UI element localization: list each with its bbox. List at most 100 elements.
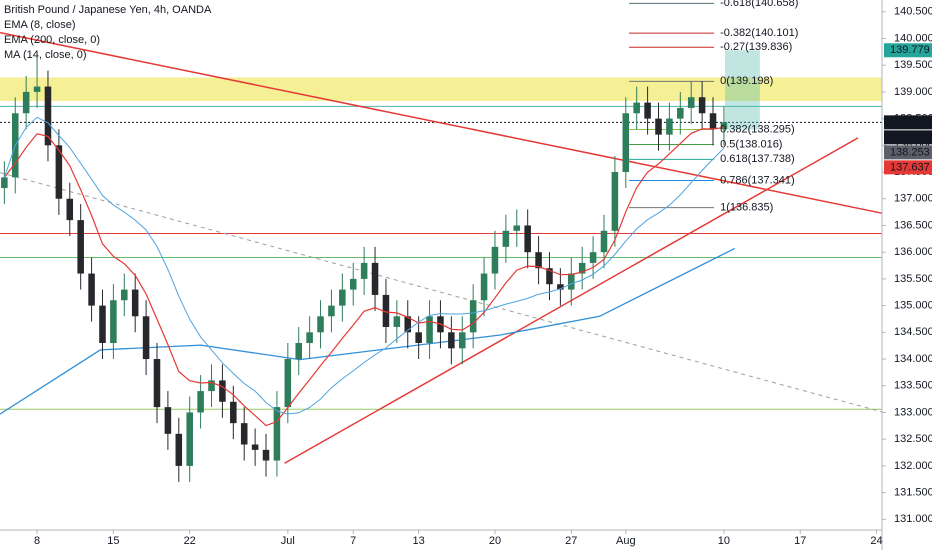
indicator-label: MA (14, close, 0): [4, 49, 87, 61]
candle-body: [513, 225, 521, 231]
x-tick-label: 27: [565, 535, 577, 547]
candle-body: [240, 423, 248, 445]
candle-body: [633, 102, 640, 114]
candle-body: [360, 262, 368, 279]
y-tick-label: 139.500: [894, 59, 932, 71]
fib-label: 0.786(137.341): [720, 174, 795, 186]
fib-label: 0.618(137.738): [720, 153, 795, 165]
candle-body: [382, 294, 390, 327]
x-tick-label: 13: [413, 535, 425, 547]
fib-label: 1(136.835): [720, 201, 773, 213]
price-badge-label: 01:43:28: [890, 131, 932, 143]
x-tick-label: 7: [350, 535, 356, 547]
x-tick-label: 24: [870, 535, 882, 547]
candle-body: [415, 332, 422, 344]
candle-body: [491, 246, 499, 274]
candle-body: [251, 444, 259, 450]
candle-body: [524, 225, 531, 253]
fib-label: 0.382(138.295): [720, 123, 795, 135]
candle-body: [458, 332, 466, 349]
candle-body: [284, 359, 292, 408]
ma-14-line: [3, 116, 725, 415]
y-tick-label: 134.000: [894, 353, 932, 365]
indicator-label: EMA (200, close, 0): [4, 34, 100, 46]
price-badge: [884, 43, 932, 58]
candle-body: [219, 380, 226, 402]
fib-label: -0.382(140.101): [720, 27, 798, 39]
y-tick-label: 136.000: [894, 246, 932, 258]
fib-label: 0.5(138.016): [720, 138, 782, 150]
price-badge-label: 139.779: [890, 44, 930, 56]
y-tick-label: 132.500: [894, 433, 932, 445]
fib-label: -0.27(139.836): [720, 41, 792, 53]
candle-body: [208, 380, 215, 392]
candle-body: [164, 407, 172, 434]
y-tick-label: 140.000: [894, 32, 932, 44]
y-tick-label: 132.000: [894, 460, 932, 472]
candle-body: [306, 332, 313, 344]
y-tick-label: 137.000: [894, 193, 932, 205]
price-badge: [884, 115, 932, 130]
candle-body: [186, 412, 193, 466]
position-box: [725, 50, 760, 130]
trend-line: [0, 172, 883, 413]
price-badge-label: 137.637: [890, 161, 930, 173]
candle-body: [709, 113, 717, 130]
fib-label: 0(139.198): [720, 75, 773, 87]
candle-body: [404, 316, 412, 333]
candle-body: [535, 252, 542, 269]
y-tick-label: 131.000: [894, 513, 932, 525]
candle-body: [22, 91, 30, 114]
candle-body: [677, 107, 684, 119]
candle-body: [502, 230, 510, 247]
candle-body: [99, 305, 106, 344]
indicator-label: EMA (8, close): [4, 19, 76, 31]
candle-body: [469, 300, 477, 333]
candle-body: [153, 359, 161, 408]
candle-body: [142, 316, 150, 360]
candle-body: [644, 102, 651, 119]
candle-body: [262, 449, 270, 461]
candle-body: [666, 118, 673, 135]
price-badge: [884, 145, 932, 160]
candle-body: [131, 289, 139, 317]
candle-body: [349, 278, 357, 290]
y-tick-label: 133.500: [894, 380, 932, 392]
zone: [0, 77, 882, 101]
candle-body: [568, 273, 575, 290]
candle-body: [121, 289, 128, 301]
candle-body: [426, 316, 433, 344]
y-tick-label: 140.500: [894, 6, 932, 18]
x-tick-label: 8: [34, 535, 40, 547]
y-tick-label: 135.500: [894, 273, 932, 285]
candle-body: [720, 122, 728, 130]
x-tick-label: 22: [184, 535, 196, 547]
y-tick-label: 134.500: [894, 326, 932, 338]
x-tick-label: 10: [718, 535, 730, 547]
y-tick-label: 139.000: [894, 86, 932, 98]
x-tick-label: Aug: [616, 535, 636, 547]
candle-body: [546, 268, 553, 285]
candle-body: [317, 316, 324, 333]
candle-body: [66, 198, 74, 221]
x-tick-label: Jul: [281, 535, 295, 547]
candle-body: [622, 113, 630, 173]
ema-200-line: [0, 247, 736, 415]
y-tick-label: 131.500: [894, 487, 932, 499]
candle-body: [33, 86, 41, 92]
y-tick-label: 133.000: [894, 406, 932, 418]
candle-body: [448, 332, 455, 349]
candle-body: [600, 230, 608, 253]
candle-body: [230, 401, 237, 424]
candle-body: [339, 289, 346, 306]
price-badge-label: 138.253: [890, 146, 930, 158]
candle-body: [77, 220, 84, 274]
candle-body: [655, 118, 662, 135]
fib-label: -0.618(140.658): [720, 0, 798, 9]
candle-body: [88, 273, 95, 306]
candle-body: [480, 273, 488, 301]
plot-area: [0, 2, 883, 482]
y-tick-label: 135.000: [894, 300, 932, 312]
candle-body: [328, 305, 335, 317]
